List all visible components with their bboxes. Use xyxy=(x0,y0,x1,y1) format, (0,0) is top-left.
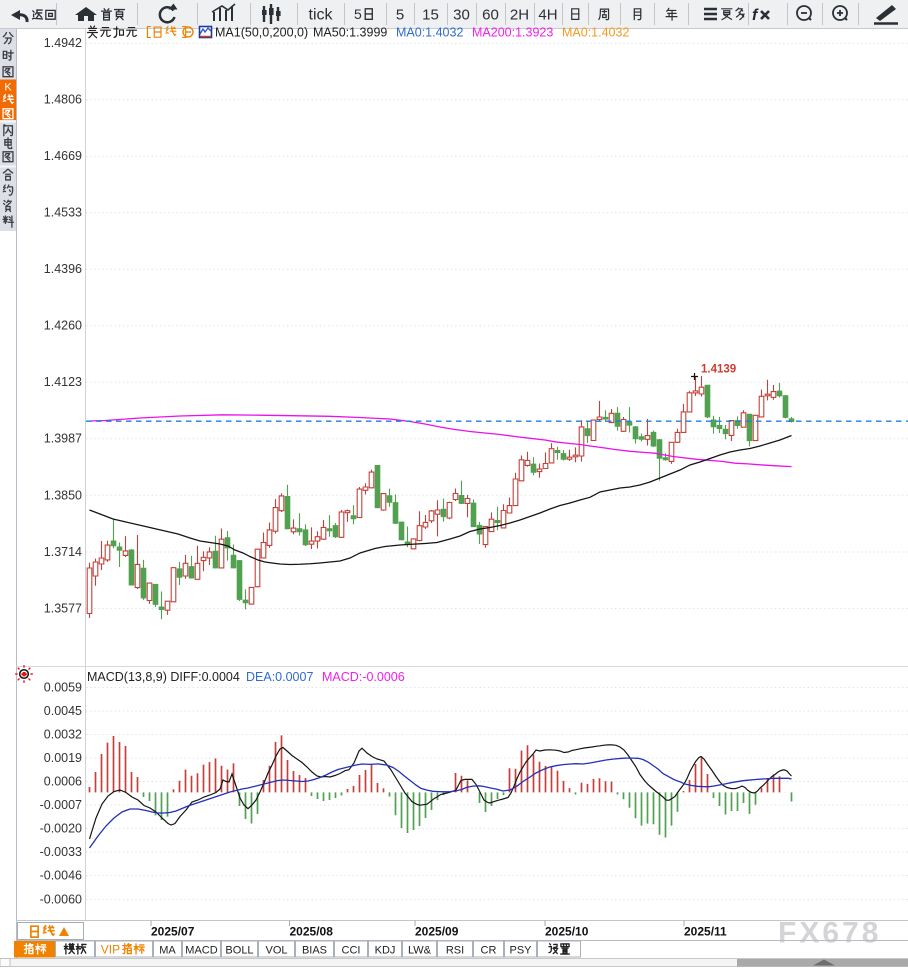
svg-text:MA200:1.3923: MA200:1.3923 xyxy=(472,26,553,40)
svg-text:MA1(50,0,200,0): MA1(50,0,200,0) xyxy=(215,26,308,40)
svg-text:-0.0007: -0.0007 xyxy=(40,798,82,812)
svg-text:CR: CR xyxy=(481,945,497,957)
svg-text:1.4139: 1.4139 xyxy=(701,364,736,376)
svg-text:BIAS: BIAS xyxy=(302,945,327,957)
svg-text:VIP: VIP xyxy=(101,942,120,956)
svg-text:2H: 2H xyxy=(510,7,529,24)
svg-text:1.4260: 1.4260 xyxy=(44,319,82,333)
svg-text:5: 5 xyxy=(354,6,362,22)
svg-text:1.3714: 1.3714 xyxy=(44,545,82,559)
svg-text:DEA:0.0007: DEA:0.0007 xyxy=(246,670,313,684)
svg-text:4H: 4H xyxy=(538,7,557,24)
svg-text:1.4123: 1.4123 xyxy=(44,375,82,389)
svg-text:MA0:1.4032: MA0:1.4032 xyxy=(396,26,463,40)
svg-text:MA: MA xyxy=(159,945,176,957)
svg-text:LW&: LW& xyxy=(408,945,432,957)
svg-text:60: 60 xyxy=(482,7,499,24)
svg-text:MA0:1.4032: MA0:1.4032 xyxy=(562,26,629,40)
svg-text:f: f xyxy=(752,7,759,24)
svg-text:RSI: RSI xyxy=(446,945,464,957)
svg-text:PSY: PSY xyxy=(509,945,532,957)
svg-text:2025/08: 2025/08 xyxy=(290,925,334,939)
svg-text:1.4396: 1.4396 xyxy=(44,262,82,276)
svg-text:BOLL: BOLL xyxy=(225,945,253,957)
svg-text:VOL: VOL xyxy=(265,945,287,957)
svg-text:CCI: CCI xyxy=(342,945,361,957)
svg-text:FX678: FX678 xyxy=(778,917,881,950)
svg-text:K: K xyxy=(4,82,12,94)
svg-text:MA50:1.3999: MA50:1.3999 xyxy=(313,26,387,40)
svg-text:-0.0020: -0.0020 xyxy=(40,822,82,836)
svg-text:0.0059: 0.0059 xyxy=(44,681,82,695)
svg-text:1.3850: 1.3850 xyxy=(44,488,82,502)
svg-text:15: 15 xyxy=(422,7,439,24)
svg-text:-0.0046: -0.0046 xyxy=(40,869,82,883)
svg-text:1.4669: 1.4669 xyxy=(44,149,82,163)
svg-text:1.4942: 1.4942 xyxy=(44,36,82,50)
svg-text:KDJ: KDJ xyxy=(375,945,396,957)
svg-text:0.0006: 0.0006 xyxy=(44,775,82,789)
svg-text:2025/09: 2025/09 xyxy=(415,925,459,939)
svg-text:0.0032: 0.0032 xyxy=(44,728,82,742)
svg-text:2025/11: 2025/11 xyxy=(684,925,727,939)
svg-text:1.3987: 1.3987 xyxy=(44,432,82,446)
svg-text:-0.0060: -0.0060 xyxy=(40,893,82,907)
svg-text:1.4533: 1.4533 xyxy=(44,206,82,220)
svg-text:2025/07: 2025/07 xyxy=(151,925,195,939)
svg-text:MACD:-0.0006: MACD:-0.0006 xyxy=(322,670,405,684)
svg-text:0.0019: 0.0019 xyxy=(44,751,82,765)
svg-text:MACD: MACD xyxy=(185,945,217,957)
svg-text:1.4806: 1.4806 xyxy=(44,93,82,107)
svg-text:30: 30 xyxy=(453,7,470,24)
svg-text:MACD(13,8,9) DIFF:0.0004: MACD(13,8,9) DIFF:0.0004 xyxy=(87,670,240,684)
svg-text:2025/10: 2025/10 xyxy=(545,925,589,939)
svg-text:5: 5 xyxy=(396,7,404,24)
svg-text:1.3577: 1.3577 xyxy=(44,602,82,616)
svg-text:-0.0033: -0.0033 xyxy=(40,845,82,859)
svg-text:0.0045: 0.0045 xyxy=(44,704,82,718)
svg-text:tick: tick xyxy=(309,7,334,24)
